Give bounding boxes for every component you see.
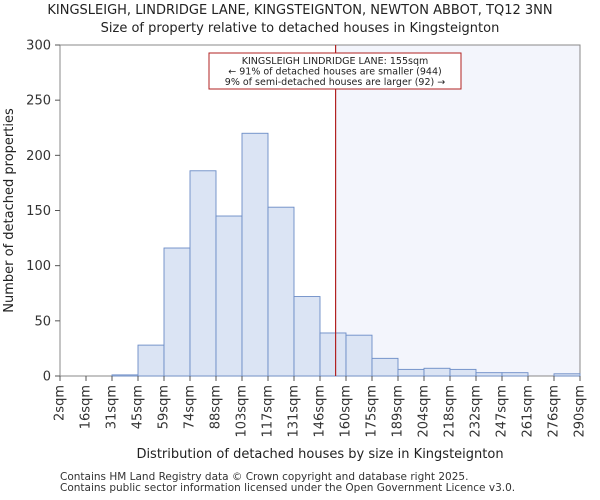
footer-line-1: Contains HM Land Registry data © Crown c… <box>60 471 469 483</box>
x-axis-label: Distribution of detached houses by size … <box>136 447 503 462</box>
x-tick-label-204sqm: 204sqm <box>417 385 432 438</box>
bar-160sqm <box>345 334 373 377</box>
chart-subtitle: Size of property relative to detached ho… <box>100 21 500 36</box>
y-tick-label: 50 <box>34 314 51 329</box>
bar-74sqm <box>189 170 217 377</box>
x-tick-label-276sqm: 276sqm <box>547 385 562 438</box>
bar-175sqm <box>371 357 399 377</box>
y-tick-label: 250 <box>26 94 51 109</box>
y-tick-label: 0 <box>43 370 51 385</box>
x-tick-label-218sqm: 218sqm <box>443 385 458 438</box>
footer-line-2: Contains public sector information licen… <box>60 482 516 494</box>
x-tick-label-45sqm: 45sqm <box>131 385 146 429</box>
bar-276sqm <box>553 373 581 377</box>
x-tick-label-146sqm: 146sqm <box>313 385 328 438</box>
x-tick-label-103sqm: 103sqm <box>235 385 250 438</box>
x-tick-label-74sqm: 74sqm <box>183 385 198 429</box>
x-tick-label-88sqm: 88sqm <box>209 385 224 429</box>
x-tick-label-160sqm: 160sqm <box>339 385 354 438</box>
bar-117sqm <box>267 206 295 377</box>
x-tick-label-16sqm: 16sqm <box>79 385 94 429</box>
x-tick-label-247sqm: 247sqm <box>495 385 510 438</box>
y-tick-label: 150 <box>26 204 51 219</box>
y-axis-label: Number of detached properties <box>2 108 17 313</box>
annotation-box <box>208 52 462 90</box>
x-tick-label-117sqm: 117sqm <box>261 385 276 438</box>
x-tick-label-2sqm: 2sqm <box>53 385 68 421</box>
bar-232sqm <box>475 372 503 377</box>
y-tick-label: 200 <box>26 149 51 164</box>
x-tick-label-59sqm: 59sqm <box>157 385 172 429</box>
x-tick-label-290sqm: 290sqm <box>573 385 588 438</box>
highlight-region <box>335 45 580 376</box>
x-tick-label-175sqm: 175sqm <box>365 385 380 438</box>
footer: Contains HM Land Registry data © Crown c… <box>60 472 515 494</box>
annotation-line-2: ← 91% of detached houses are smaller (94… <box>228 67 441 78</box>
x-tick-label-131sqm: 131sqm <box>287 385 302 438</box>
bar-88sqm <box>215 215 243 377</box>
bar-204sqm <box>423 367 451 377</box>
bar-218sqm <box>449 368 477 377</box>
x-tick-label-232sqm: 232sqm <box>469 385 484 438</box>
bar-247sqm <box>501 372 529 377</box>
x-tick-label-189sqm: 189sqm <box>391 385 406 438</box>
bar-146sqm <box>319 332 347 377</box>
bar-31sqm <box>111 374 139 377</box>
x-tick-label-31sqm: 31sqm <box>105 385 120 429</box>
bar-189sqm <box>397 368 425 377</box>
chart-title: KINGSLEIGH, LINDRIDGE LANE, KINGSTEIGNTO… <box>47 3 553 18</box>
y-tick-label: 100 <box>26 259 51 274</box>
bar-45sqm <box>137 344 165 377</box>
bar-131sqm <box>293 296 321 377</box>
annotation-line-3: 9% of semi-detached houses are larger (9… <box>225 77 445 88</box>
y-tick-label: 300 <box>26 39 51 54</box>
bar-59sqm <box>163 247 191 377</box>
bar-103sqm <box>241 132 269 377</box>
annotation-line-1: KINGSLEIGH LINDRIDGE LANE: 155sqm <box>242 56 428 67</box>
x-tick-label-261sqm: 261sqm <box>521 385 536 438</box>
